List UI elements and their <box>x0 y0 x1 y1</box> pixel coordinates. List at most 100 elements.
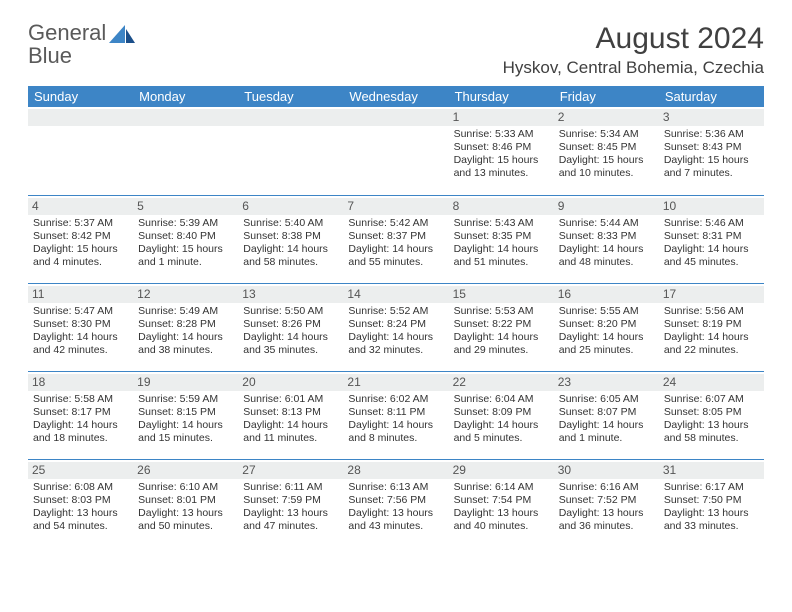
daylight-line: Daylight: 15 hours and 4 minutes. <box>33 243 128 269</box>
calendar-day-cell: 23Sunrise: 6:05 AMSunset: 8:07 PMDayligh… <box>554 371 659 459</box>
weekday-header: Thursday <box>449 86 554 107</box>
sunrise-line: Sunrise: 6:17 AM <box>664 481 759 494</box>
calendar-table: SundayMondayTuesdayWednesdayThursdayFrid… <box>28 86 764 547</box>
calendar-week-row: 25Sunrise: 6:08 AMSunset: 8:03 PMDayligh… <box>28 459 764 547</box>
calendar-day-cell <box>343 107 448 195</box>
daylight-line: Daylight: 14 hours and 1 minute. <box>559 419 654 445</box>
day-number: 1 <box>449 109 554 126</box>
sunrise-line: Sunrise: 6:16 AM <box>559 481 654 494</box>
sunset-line: Sunset: 7:50 PM <box>664 494 759 507</box>
sunrise-line: Sunrise: 5:47 AM <box>33 305 128 318</box>
day-details: Sunrise: 6:17 AMSunset: 7:50 PMDaylight:… <box>663 481 760 534</box>
sunset-line: Sunset: 8:17 PM <box>33 406 128 419</box>
calendar-week-row: 4 Sunrise: 5:37 AMSunset: 8:42 PMDaylight… <box>28 195 764 283</box>
sunset-line: Sunset: 8:33 PM <box>559 230 654 243</box>
calendar-week-row: 1Sunrise: 5:33 AMSunset: 8:46 PMDaylight… <box>28 107 764 195</box>
day-number: 24 <box>659 374 764 391</box>
day-number: 31 <box>659 462 764 479</box>
daylight-line: Daylight: 15 hours and 10 minutes. <box>559 154 654 180</box>
day-details: Sunrise: 6:05 AMSunset: 8:07 PMDaylight:… <box>558 393 655 446</box>
day-number: 3 <box>659 109 764 126</box>
daylight-line: Daylight: 14 hours and 5 minutes. <box>454 419 549 445</box>
day-details: Sunrise: 5:37 AMSunset: 8:42 PMDaylight:… <box>32 217 129 270</box>
day-number: 5 <box>133 198 238 215</box>
day-details: Sunrise: 6:14 AMSunset: 7:54 PMDaylight:… <box>453 481 550 534</box>
sunset-line: Sunset: 8:09 PM <box>454 406 549 419</box>
day-details: Sunrise: 6:10 AMSunset: 8:01 PMDaylight:… <box>137 481 234 534</box>
calendar-day-cell: 5 Sunrise: 5:39 AMSunset: 8:40 PMDaylight… <box>133 195 238 283</box>
daylight-line: Daylight: 14 hours and 8 minutes. <box>348 419 443 445</box>
calendar-day-cell: 11Sunrise: 5:47 AMSunset: 8:30 PMDayligh… <box>28 283 133 371</box>
sunrise-line: Sunrise: 5:39 AM <box>138 217 233 230</box>
sunset-line: Sunset: 8:46 PM <box>454 141 549 154</box>
calendar-day-cell: 13Sunrise: 5:50 AMSunset: 8:26 PMDayligh… <box>238 283 343 371</box>
day-details: Sunrise: 5:42 AMSunset: 8:37 PMDaylight:… <box>347 217 444 270</box>
sunrise-line: Sunrise: 6:14 AM <box>454 481 549 494</box>
daylight-line: Daylight: 14 hours and 55 minutes. <box>348 243 443 269</box>
day-number: 25 <box>28 462 133 479</box>
day-number: 28 <box>343 462 448 479</box>
day-details: Sunrise: 6:02 AMSunset: 8:11 PMDaylight:… <box>347 393 444 446</box>
day-details: Sunrise: 6:01 AMSunset: 8:13 PMDaylight:… <box>242 393 339 446</box>
day-details: Sunrise: 5:52 AMSunset: 8:24 PMDaylight:… <box>347 305 444 358</box>
day-details: Sunrise: 5:34 AMSunset: 8:45 PMDaylight:… <box>558 128 655 181</box>
day-number: 4 <box>28 198 133 215</box>
sunrise-line: Sunrise: 5:49 AM <box>138 305 233 318</box>
day-number: 12 <box>133 286 238 303</box>
sunrise-line: Sunrise: 6:08 AM <box>33 481 128 494</box>
sunset-line: Sunset: 7:59 PM <box>243 494 338 507</box>
sunset-line: Sunset: 8:22 PM <box>454 318 549 331</box>
calendar-day-cell: 25Sunrise: 6:08 AMSunset: 8:03 PMDayligh… <box>28 459 133 547</box>
calendar-day-cell: 17Sunrise: 5:56 AMSunset: 8:19 PMDayligh… <box>659 283 764 371</box>
daylight-line: Daylight: 15 hours and 1 minute. <box>138 243 233 269</box>
logo-word2: Blue <box>28 43 72 68</box>
day-details: Sunrise: 5:49 AMSunset: 8:28 PMDaylight:… <box>137 305 234 358</box>
day-details: Sunrise: 5:59 AMSunset: 8:15 PMDaylight:… <box>137 393 234 446</box>
day-number: 17 <box>659 286 764 303</box>
sunrise-line: Sunrise: 6:04 AM <box>454 393 549 406</box>
day-details: Sunrise: 5:47 AMSunset: 8:30 PMDaylight:… <box>32 305 129 358</box>
calendar-day-cell: 24Sunrise: 6:07 AMSunset: 8:05 PMDayligh… <box>659 371 764 459</box>
sunrise-line: Sunrise: 6:02 AM <box>348 393 443 406</box>
day-number: 22 <box>449 374 554 391</box>
daylight-line: Daylight: 14 hours and 42 minutes. <box>33 331 128 357</box>
sunset-line: Sunset: 8:01 PM <box>138 494 233 507</box>
calendar-day-cell: 4 Sunrise: 5:37 AMSunset: 8:42 PMDaylight… <box>28 195 133 283</box>
calendar-day-cell <box>238 107 343 195</box>
calendar-day-cell: 30Sunrise: 6:16 AMSunset: 7:52 PMDayligh… <box>554 459 659 547</box>
day-details: Sunrise: 5:39 AMSunset: 8:40 PMDaylight:… <box>137 217 234 270</box>
sunset-line: Sunset: 8:30 PM <box>33 318 128 331</box>
day-details: Sunrise: 5:58 AMSunset: 8:17 PMDaylight:… <box>32 393 129 446</box>
day-number: 7 <box>343 198 448 215</box>
sunset-line: Sunset: 8:43 PM <box>664 141 759 154</box>
sunrise-line: Sunrise: 6:10 AM <box>138 481 233 494</box>
day-details: Sunrise: 6:04 AMSunset: 8:09 PMDaylight:… <box>453 393 550 446</box>
page-header: General Blue August 2024 Hyskov, Central… <box>28 22 764 78</box>
sunset-line: Sunset: 8:42 PM <box>33 230 128 243</box>
sunset-line: Sunset: 8:38 PM <box>243 230 338 243</box>
daylight-line: Daylight: 13 hours and 43 minutes. <box>348 507 443 533</box>
weekday-header: Tuesday <box>238 86 343 107</box>
title-block: August 2024 Hyskov, Central Bohemia, Cze… <box>503 22 764 78</box>
sunset-line: Sunset: 8:13 PM <box>243 406 338 419</box>
calendar-day-cell: 3Sunrise: 5:36 AMSunset: 8:43 PMDaylight… <box>659 107 764 195</box>
daylight-line: Daylight: 14 hours and 11 minutes. <box>243 419 338 445</box>
day-number: 26 <box>133 462 238 479</box>
calendar-day-cell <box>133 107 238 195</box>
sunrise-line: Sunrise: 5:59 AM <box>138 393 233 406</box>
calendar-day-cell: 31 Sunrise: 6:17 AMSunset: 7:50 PMDayligh… <box>659 459 764 547</box>
weekday-header: Friday <box>554 86 659 107</box>
day-number: 8 <box>449 198 554 215</box>
day-number: 9 <box>554 198 659 215</box>
weekday-header: Sunday <box>28 86 133 107</box>
calendar-week-row: 11Sunrise: 5:47 AMSunset: 8:30 PMDayligh… <box>28 283 764 371</box>
weekday-header-row: SundayMondayTuesdayWednesdayThursdayFrid… <box>28 86 764 107</box>
daylight-line: Daylight: 14 hours and 58 minutes. <box>243 243 338 269</box>
daylight-line: Daylight: 14 hours and 29 minutes. <box>454 331 549 357</box>
day-number <box>133 109 238 126</box>
sunrise-line: Sunrise: 6:11 AM <box>243 481 338 494</box>
daylight-line: Daylight: 13 hours and 54 minutes. <box>33 507 128 533</box>
sunset-line: Sunset: 7:54 PM <box>454 494 549 507</box>
logo-sail-icon <box>109 25 135 52</box>
sunset-line: Sunset: 8:20 PM <box>559 318 654 331</box>
